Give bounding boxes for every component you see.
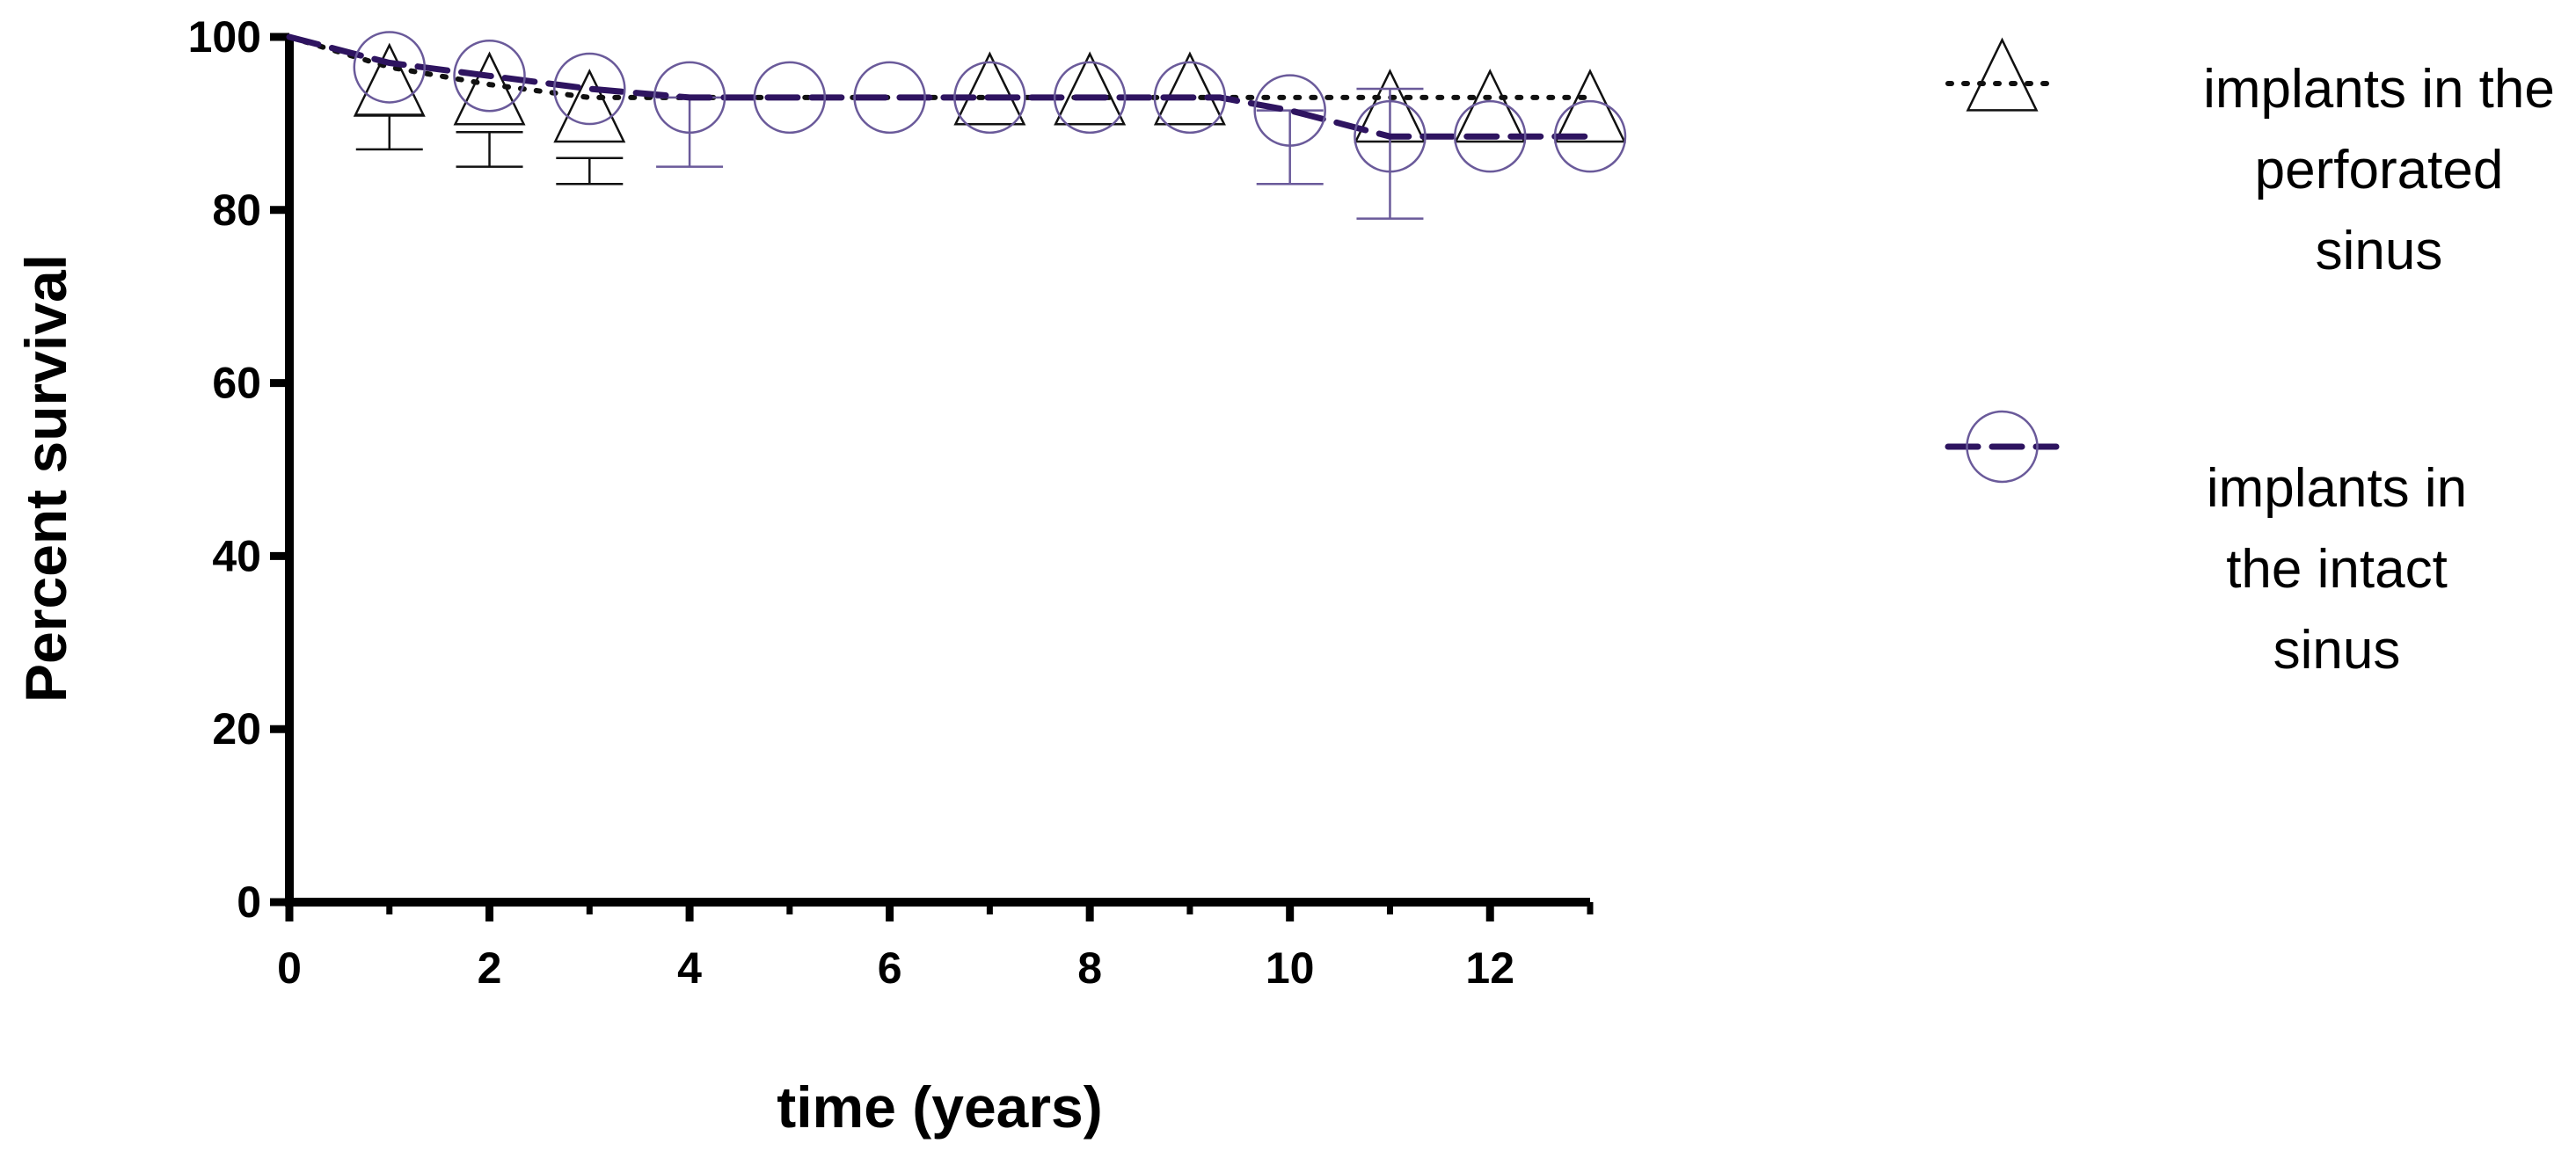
- x-tick-label: 10: [1266, 943, 1315, 993]
- legend-label: implants in the intact sinus: [2207, 458, 2467, 681]
- circle-marker: [1453, 99, 1527, 173]
- y-tick-label: 60: [212, 359, 261, 408]
- legend-circle-marker: [1966, 410, 2039, 484]
- y-tick-label: 80: [212, 186, 261, 235]
- circle-marker: [1053, 61, 1127, 135]
- circle-marker: [453, 40, 526, 113]
- axes: 0 20 40 60 80 100 0 2 4 6 8 10 12 time (years) Percent…: [13, 12, 1594, 1140]
- circle-marker: [853, 61, 926, 135]
- circle-marker: [1153, 61, 1227, 135]
- circle-marker: [353, 31, 427, 104]
- legend-triangle-marker: [1966, 37, 2039, 112]
- circle-marker: [753, 61, 827, 135]
- y-axis-title: Percent survival: [13, 254, 78, 703]
- y-tick-label: 0: [237, 878, 261, 927]
- triangle-marker: [1153, 51, 1226, 126]
- circle-marker: [1253, 74, 1326, 147]
- x-tick-label: 0: [277, 943, 302, 993]
- circle-marker: [553, 52, 626, 126]
- legend-label-line: implants in the: [2203, 59, 2555, 120]
- circle-marker: [1553, 99, 1627, 173]
- triangle-marker: [453, 51, 526, 126]
- triangle-marker: [953, 51, 1026, 126]
- triangle-marker: [1554, 69, 1626, 143]
- triangle-marker: [353, 42, 426, 117]
- triangle-marker: [1454, 69, 1527, 143]
- legend-label-line: sinus: [2273, 620, 2401, 681]
- circle-marker: [653, 61, 726, 135]
- legend-label: implants in the perforated sinus: [2203, 59, 2555, 281]
- y-tick-label: 40: [212, 531, 261, 580]
- x-tick-label: 6: [878, 943, 902, 993]
- y-tick-label: 20: [212, 704, 261, 754]
- legend-label-line: sinus: [2316, 221, 2443, 281]
- legend-label-line: implants in: [2207, 458, 2467, 519]
- circle-marker: [953, 61, 1026, 135]
- legend-label-line: the intact: [2226, 539, 2448, 600]
- series-intact-sinus: [286, 31, 1627, 220]
- x-axis-title: time (years): [777, 1074, 1103, 1140]
- y-tick-label: 100: [188, 12, 261, 62]
- triangle-marker: [553, 69, 626, 143]
- x-tick-label: 2: [478, 943, 502, 993]
- survival-curve: [286, 33, 1594, 140]
- x-tick-label: 12: [1465, 943, 1514, 993]
- triangle-marker: [1054, 51, 1127, 126]
- x-tick-label: 8: [1077, 943, 1102, 993]
- legend-entry: implants in the perforated sinus: [1945, 37, 2555, 281]
- circle-marker: [1354, 99, 1427, 173]
- x-tick-label: 4: [677, 943, 702, 993]
- legend-label-line: perforated: [2255, 140, 2504, 200]
- legend-entry: implants in the intact sinus: [1945, 410, 2467, 681]
- series-layer: [286, 31, 1627, 220]
